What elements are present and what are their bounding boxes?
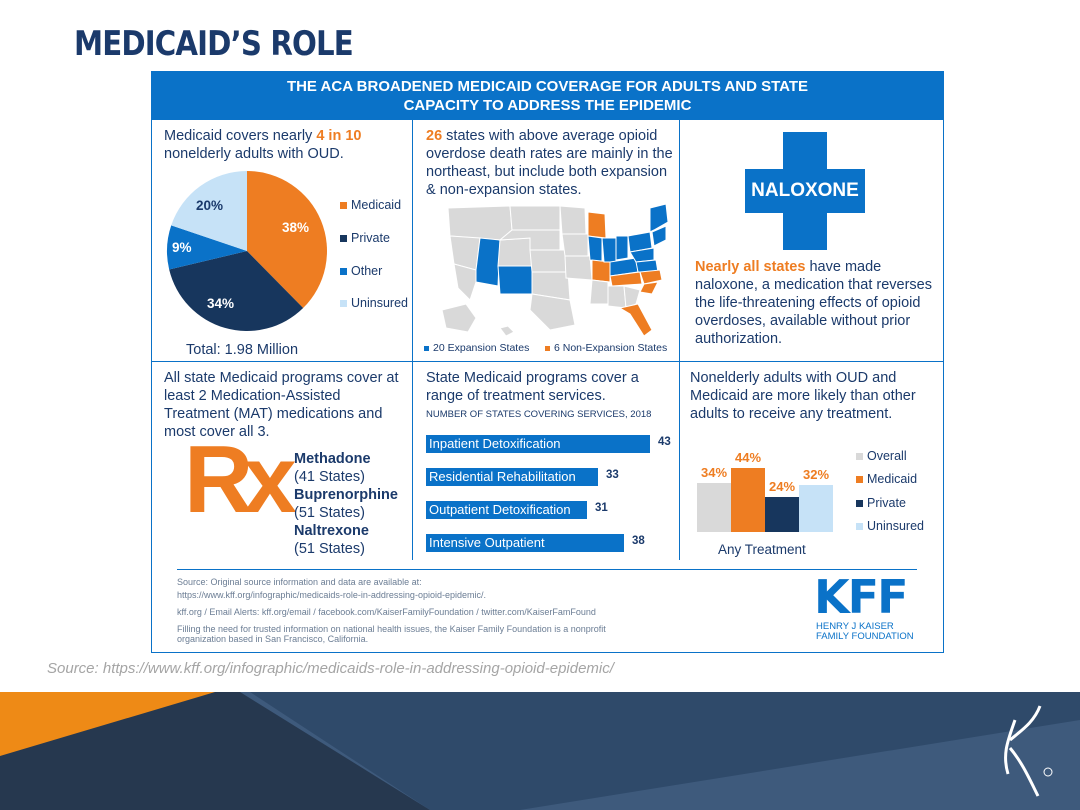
pie-label-medicaid: 38% — [282, 220, 310, 235]
rx-symbol: Rx — [184, 426, 297, 533]
legend-swatch — [424, 345, 429, 351]
source-line: Source: Original source information and … — [177, 577, 422, 587]
treatment-xlabel: Any Treatment — [718, 542, 806, 557]
treatment-bar-value: 24% — [768, 479, 796, 494]
service-bar: Inpatient Detoxification — [426, 435, 650, 453]
pie-slice-medicaid — [247, 171, 327, 309]
treatment-bar-value: 44% — [734, 450, 762, 465]
legend-swatch — [856, 452, 863, 460]
treatment-text: Nonelderly adults with OUD and Medicaid … — [690, 370, 916, 422]
source-line: https://www.kff.org/infographic/medicaid… — [177, 590, 486, 600]
infographic: THE ACA BROADENED MEDICAID COVERAGE FOR … — [151, 71, 944, 653]
legend-swatch — [340, 299, 347, 307]
mat-med-states: (51 States) — [294, 541, 365, 557]
legend-swatch — [340, 201, 347, 209]
pie-label-other: 9% — [172, 240, 192, 255]
service-bar: Outpatient Detoxification — [426, 501, 587, 519]
divider — [152, 361, 943, 362]
us-map — [441, 203, 669, 337]
banner-line-2: CAPACITY TO ADDRESS THE EPIDEMIC — [403, 97, 692, 114]
footer-decoration — [0, 692, 1080, 810]
legend-other: Other — [340, 264, 382, 278]
map-legend-nonexpansion: 6 Non-Expansion States — [545, 342, 667, 354]
treatment-bar-value: 32% — [802, 467, 830, 482]
pie-label-private: 34% — [207, 296, 235, 311]
legend-swatch — [340, 234, 347, 242]
pie-slice-other — [167, 225, 247, 270]
legend-uninsured: Uninsured — [340, 296, 408, 310]
divider — [412, 120, 413, 560]
legend-swatch — [340, 267, 347, 275]
legend-swatch — [856, 475, 863, 483]
service-bar: Residential Rehabilitation — [426, 468, 598, 486]
divider — [679, 120, 680, 560]
treatment-bar-uninsured — [799, 485, 833, 532]
treatment-legend-overall: Overall — [856, 449, 907, 463]
kff-logo-subtitle: HENRY J KAISER FAMILY FOUNDATION — [816, 621, 914, 642]
legend-medicaid: Medicaid — [340, 198, 401, 212]
pie-label-uninsured: 20% — [196, 198, 224, 213]
treatment-bar-medicaid — [731, 468, 765, 532]
service-bar: Intensive Outpatient — [426, 534, 624, 552]
registered-icon — [1043, 767, 1053, 777]
kff-logo: KFF — [814, 570, 908, 624]
treatment-legend-private: Private — [856, 496, 906, 510]
source-line: Filling the need for trusted information… — [177, 624, 606, 634]
service-bar-value: 33 — [606, 469, 619, 481]
service-bar-value: 38 — [632, 535, 645, 547]
brand-logo — [1004, 705, 1042, 797]
treatment-bar-value: 34% — [700, 465, 728, 480]
mat-text: All state Medicaid programs cover at lea… — [164, 370, 399, 440]
divider — [177, 569, 917, 570]
treatment-bar-overall — [697, 483, 731, 532]
naloxone-text: Nearly all states have made naloxone, a … — [695, 259, 932, 347]
treatment-legend-medicaid: Medicaid — [856, 472, 917, 486]
services-text: State Medicaid programs cover a range of… — [426, 370, 639, 404]
legend-swatch — [856, 499, 863, 507]
treatment-legend-uninsured: Uninsured — [856, 519, 924, 533]
mat-med: Buprenorphine — [294, 487, 398, 503]
pie-slice-private — [169, 251, 304, 331]
mat-med-states: (51 States) — [294, 505, 365, 521]
legend-private: Private — [340, 231, 390, 245]
legend-swatch — [545, 345, 550, 351]
infographic-banner: THE ACA BROADENED MEDICAID COVERAGE FOR … — [152, 72, 943, 120]
source-line: organization based in San Francisco, Cal… — [177, 634, 369, 644]
slide-title: MEDICAID’S ROLE — [74, 24, 354, 64]
map-legend-expansion: 20 Expansion States — [424, 342, 529, 354]
coverage-total: Total: 1.98 Million — [186, 342, 299, 358]
mat-med-states: (41 States) — [294, 469, 365, 485]
mat-med: Naltrexone — [294, 523, 369, 539]
service-bar-value: 31 — [595, 502, 608, 514]
service-bar-value: 43 — [658, 436, 671, 448]
naloxone-cross-horizontal — [745, 169, 865, 213]
coverage-pie-chart — [167, 171, 327, 331]
source-citation: Source: https://www.kff.org/infographic/… — [47, 660, 614, 677]
coverage-text: Medicaid covers nearly 4 in 10 nonelderl… — [164, 128, 362, 162]
mat-med-list: Methadone (41 States) Buprenorphine (51 … — [294, 450, 412, 558]
treatment-bar-private — [765, 497, 799, 532]
pie-slice-uninsured — [171, 171, 247, 251]
banner-line-1: THE ACA BROADENED MEDICAID COVERAGE FOR … — [286, 78, 809, 95]
mat-med: Methadone — [294, 451, 371, 467]
source-line: kff.org / Email Alerts: kff.org/email / … — [177, 607, 596, 617]
services-chart-title: NUMBER OF STATES COVERING SERVICES, 2018 — [426, 409, 652, 420]
legend-swatch — [856, 522, 863, 530]
map-text: 26 states with above average opioid over… — [426, 128, 673, 198]
naloxone-label: NALOXONE — [751, 180, 859, 201]
